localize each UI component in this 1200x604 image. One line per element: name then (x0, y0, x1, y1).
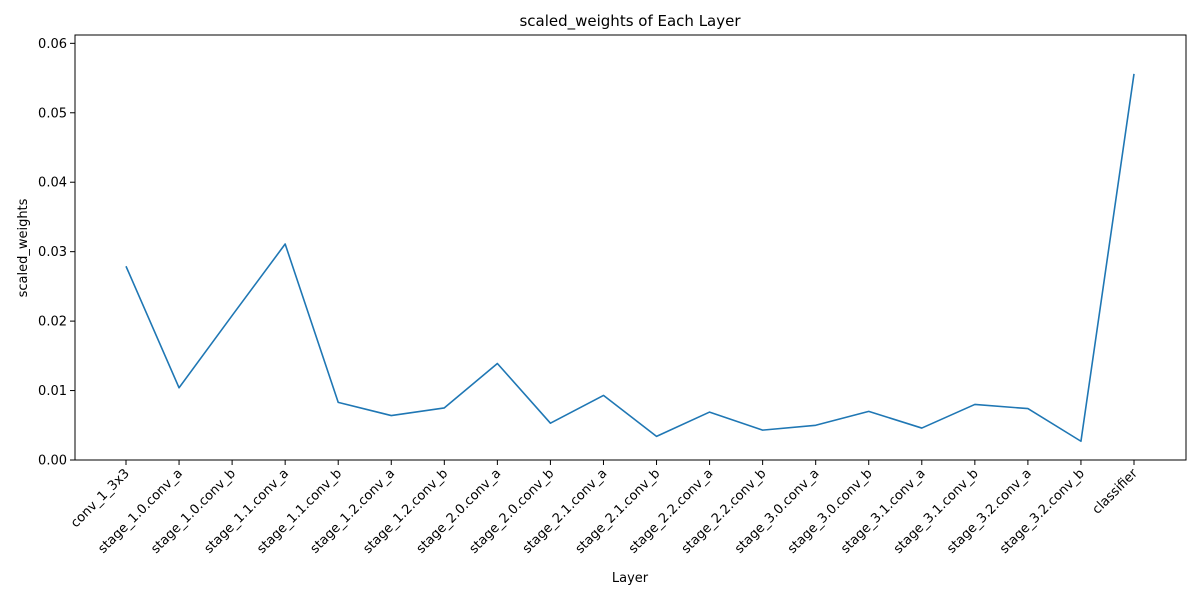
x-axis: conv_1_3x3stage_1.0.conv_astage_1.0.conv… (68, 460, 1141, 557)
y-axis: 0.00 0.01 0.02 0.03 0.04 0.05 0.06 (38, 37, 75, 469)
y-tick-label: 0.03 (38, 245, 67, 260)
y-tick-label: 0.04 (38, 176, 67, 191)
y-tick-label: 0.01 (38, 384, 67, 399)
x-tick-label: classifier (1090, 466, 1142, 518)
y-tick-label: 0.05 (38, 106, 67, 121)
y-tick-label: 0.00 (38, 454, 67, 469)
chart-title: scaled_weights of Each Layer (519, 12, 741, 31)
y-axis-label: scaled_weights (16, 198, 31, 297)
plot-area-frame (74, 34, 1187, 461)
y-tick-label: 0.06 (38, 37, 67, 52)
y-tick-label: 0.02 (38, 315, 67, 330)
series-line (125, 73, 1135, 443)
x-axis-label: Layer (612, 571, 649, 586)
